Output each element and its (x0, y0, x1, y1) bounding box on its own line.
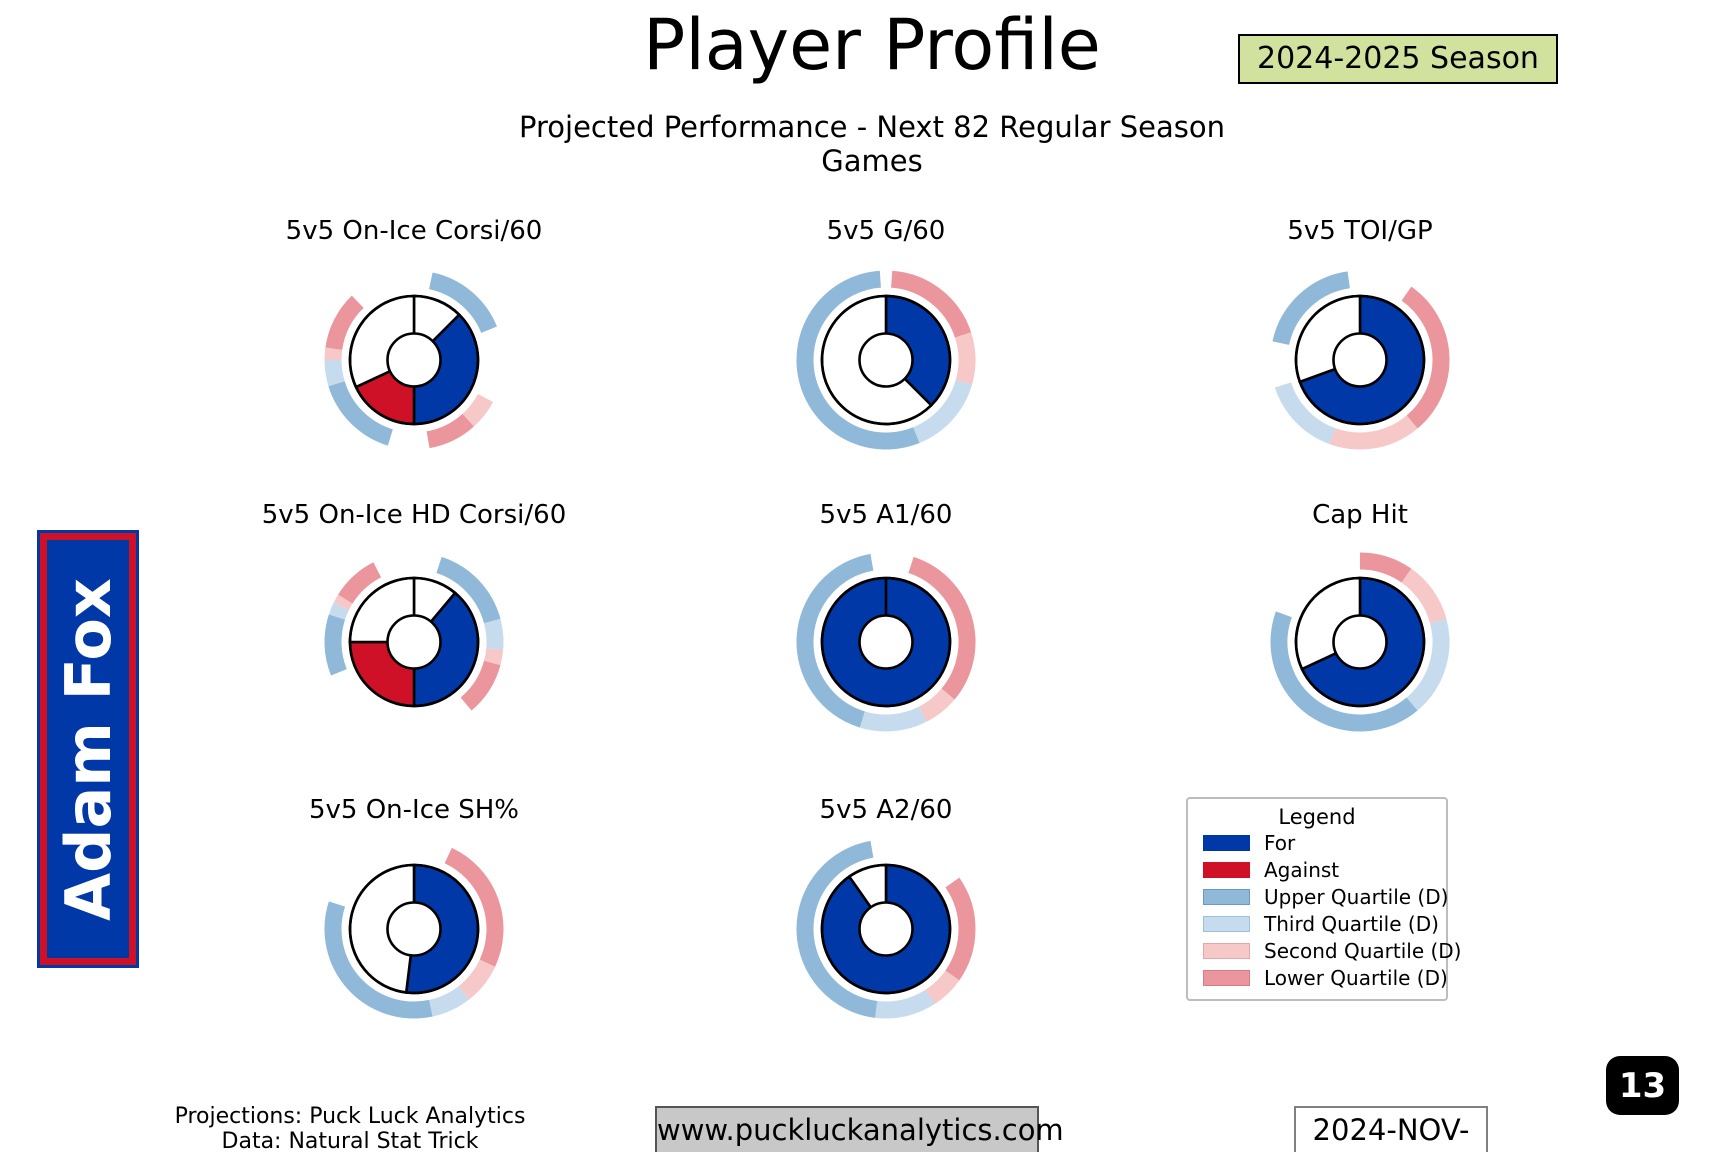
legend-title: Legend (1278, 805, 1356, 829)
player-name-banner: Adam Fox (40, 533, 136, 965)
donut-chart (314, 260, 514, 460)
legend: Legend For Against Upper Quartile (D) Third… (1186, 797, 1461, 1001)
donut-svg (796, 840, 976, 1019)
donut-chart (786, 260, 986, 460)
website-box: www.puckluckanalytics.com (655, 1106, 1064, 1152)
chart-title: 5v5 A2/60 (819, 795, 953, 825)
report-date: 2024-NOV-24 (1312, 1113, 1470, 1147)
legend-item: Third Quartile (D) (1188, 910, 1446, 937)
donut-chart (786, 542, 986, 742)
donut-svg (324, 272, 497, 449)
donut-svg (324, 556, 504, 711)
page-title: Player Profile (643, 4, 1101, 86)
legend-label: Upper Quartile (D) (1264, 884, 1449, 909)
page-number-value: 13 (1618, 1065, 1667, 1106)
legend-label: Third Quartile (D) (1264, 911, 1439, 936)
chart-title: 5v5 On-Ice SH% (308, 795, 520, 825)
page-number-badge: 13 (1606, 1056, 1679, 1115)
legend-swatch (1203, 915, 1250, 932)
donut-svg (796, 553, 976, 732)
attribution-data-source: Data: Natural Stat Trick (221, 1129, 479, 1152)
legend-swatch (1203, 888, 1250, 905)
legend-item: Lower Quartile (D) (1188, 964, 1448, 991)
donut-chart (1260, 260, 1460, 460)
legend-item: Upper Quartile (D) (1188, 883, 1449, 910)
legend-item: For (1188, 829, 1446, 856)
chart-title: 5v5 A1/60 (819, 500, 953, 530)
date-box: 2024-NOV-24 (1294, 1106, 1488, 1152)
chart-title: 5v5 TOI/GP (1287, 216, 1433, 246)
chart-title: 5v5 On-Ice Corsi/60 (285, 216, 543, 246)
legend-swatch (1203, 942, 1250, 959)
legend-label: Lower Quartile (D) (1264, 965, 1448, 990)
chart-title: Cap Hit (1312, 500, 1408, 530)
legend-swatch (1203, 969, 1250, 986)
legend-item: Against (1188, 856, 1446, 883)
attribution: Projections: Puck Luck Analytics Data: N… (140, 1104, 560, 1152)
season-badge: 2024-2025 Season (1238, 34, 1558, 84)
legend-item: Second Quartile (D) (1188, 937, 1461, 964)
donut-svg (796, 270, 976, 450)
legend-swatch (1203, 861, 1250, 878)
donut-chart (1260, 542, 1460, 742)
legend-swatch (1203, 834, 1250, 851)
legend-label: For (1264, 830, 1296, 855)
donut-svg (1272, 271, 1450, 450)
donut-chart (786, 829, 986, 1029)
donut-chart (314, 829, 514, 1029)
legend-label: Against (1264, 857, 1340, 882)
legend-items: For Against Upper Quartile (D) Third Quarti… (1188, 829, 1461, 991)
donut-chart (314, 542, 514, 742)
donut-svg (1270, 552, 1450, 732)
chart-title: 5v5 On-Ice HD Corsi/60 (261, 500, 567, 530)
page-subtitle: Projected Performance - Next 82 Regular … (519, 110, 1225, 178)
donut-svg (324, 847, 504, 1019)
website-url: www.puckluckanalytics.com (657, 1113, 1064, 1147)
attribution-projections: Projections: Puck Luck Analytics (174, 1104, 526, 1129)
chart-title: 5v5 G/60 (826, 216, 946, 246)
player-name: Adam Fox (51, 577, 125, 921)
legend-label: Second Quartile (D) (1264, 938, 1462, 963)
